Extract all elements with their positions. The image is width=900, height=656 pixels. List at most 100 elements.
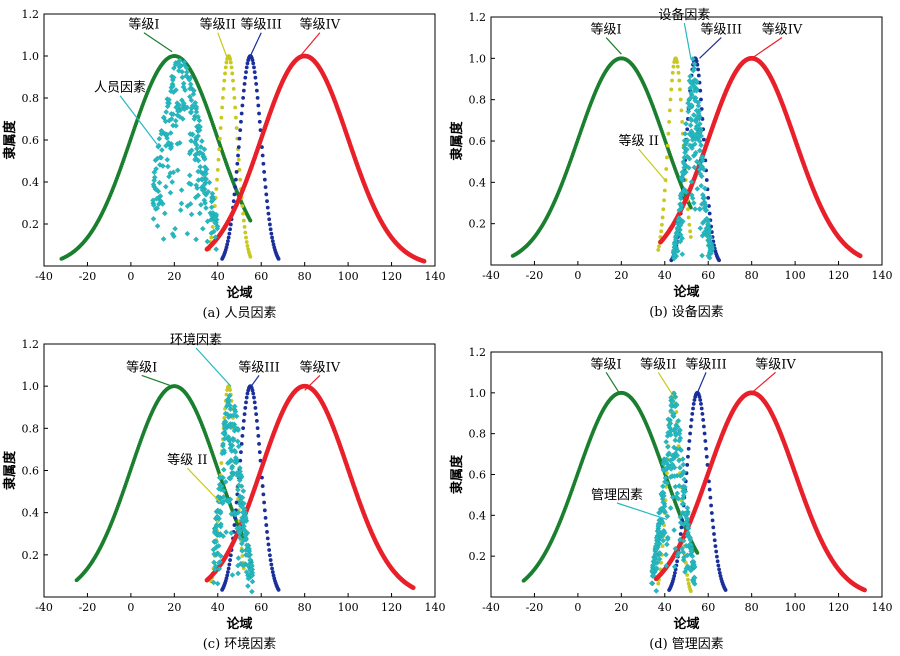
curve-point <box>676 70 681 75</box>
curve-point <box>234 169 239 174</box>
curve-point <box>215 167 220 172</box>
factor-point <box>209 212 215 219</box>
x-tick-label: 120 <box>381 270 402 283</box>
factor-point <box>154 155 161 162</box>
curve-point <box>667 119 672 124</box>
curve-point <box>686 454 690 459</box>
factor-point <box>696 206 703 212</box>
factor-point <box>171 65 177 71</box>
annotation-label: 人员因素 <box>94 81 146 96</box>
curve-point <box>246 247 251 252</box>
factor-point <box>150 215 157 222</box>
factor-point <box>150 197 156 204</box>
y-tick-label: 0.8 <box>22 422 40 435</box>
factor-point <box>171 233 177 240</box>
factor-point <box>245 583 251 589</box>
curve-point <box>257 111 261 116</box>
curve-point <box>707 211 712 216</box>
y-tick-label: 0.4 <box>22 507 40 520</box>
curve-point <box>714 549 719 554</box>
x-tick-label: 120 <box>828 601 849 614</box>
x-tick-label: -20 <box>79 601 97 614</box>
factor-point <box>192 156 198 163</box>
annotation-label: 环境因素 <box>170 333 222 348</box>
curve-point <box>239 119 243 124</box>
factor-point <box>170 111 177 118</box>
x-tick-label: 140 <box>872 601 893 614</box>
curve-point <box>264 192 269 197</box>
factor-point <box>158 154 164 161</box>
curve-point <box>688 229 693 234</box>
factor-point <box>679 251 686 258</box>
x-axis-title: 论域 <box>673 284 699 300</box>
x-axis-title: 论域 <box>226 285 252 301</box>
curve-point <box>711 525 716 530</box>
factor-point <box>653 588 660 594</box>
curve-point <box>244 235 248 240</box>
y-tick-label: 1.0 <box>22 380 40 393</box>
curve-point <box>255 95 260 100</box>
annotation-leader <box>195 347 232 387</box>
factor-point <box>186 180 192 187</box>
factor-point <box>213 246 220 253</box>
curve-point <box>717 570 722 575</box>
factor-point <box>159 147 165 153</box>
y-tick-label: 0.2 <box>469 550 487 563</box>
x-tick-label: 140 <box>425 270 446 283</box>
x-axis-title: 论域 <box>226 616 252 632</box>
curve-point <box>256 103 261 108</box>
curve-point <box>271 242 276 247</box>
x-tick-label: 60 <box>701 269 715 282</box>
curve-point <box>690 412 695 416</box>
curve-point <box>695 550 700 555</box>
curve-point <box>679 525 684 530</box>
curve-point <box>242 81 247 86</box>
y-tick-label: 1.2 <box>469 346 487 359</box>
x-tick-label: 100 <box>338 270 359 283</box>
curve-point <box>700 412 705 416</box>
y-tick-label: 0.4 <box>22 176 40 189</box>
curve-point <box>265 530 269 534</box>
factor-point <box>211 228 217 235</box>
factor-point <box>198 201 204 208</box>
annotation-label: 等级I <box>128 17 159 33</box>
curve-point <box>245 61 250 66</box>
curve-point <box>224 60 229 65</box>
curve-point <box>671 64 676 69</box>
curve-point <box>688 431 693 436</box>
y-tick-label: 0.6 <box>469 135 487 148</box>
curve-point <box>227 231 232 236</box>
curve-point <box>261 492 266 497</box>
curve-point <box>677 78 682 83</box>
curve-point <box>218 126 223 130</box>
curve-point <box>678 87 682 92</box>
curve-point <box>222 78 227 83</box>
curve-point <box>699 97 703 102</box>
curve-point <box>270 239 275 244</box>
curve-point <box>253 406 258 410</box>
curve-point <box>228 57 232 61</box>
x-tick-label: -40 <box>35 601 53 614</box>
factor-point <box>155 142 162 149</box>
factor-point <box>214 225 221 232</box>
factor-point <box>220 466 227 473</box>
curve-point <box>268 553 272 558</box>
annotation-leader <box>119 95 158 145</box>
x-tick-label: 120 <box>381 601 402 614</box>
curve-point <box>219 461 224 465</box>
annotation-leader <box>638 148 668 183</box>
curve-point <box>229 65 234 70</box>
y-tick-label: 1.2 <box>22 8 40 21</box>
factor-point <box>196 210 203 217</box>
curve-point <box>656 247 661 252</box>
factor-point <box>196 127 203 134</box>
curve-point <box>244 65 249 70</box>
factor-point <box>212 215 218 222</box>
curve-point <box>244 395 249 400</box>
curve-point <box>709 503 714 508</box>
curve-point <box>215 177 219 182</box>
curve-point <box>657 244 661 249</box>
annotation-leader <box>143 32 173 53</box>
factor-point <box>193 134 199 141</box>
series-factor <box>210 392 256 595</box>
